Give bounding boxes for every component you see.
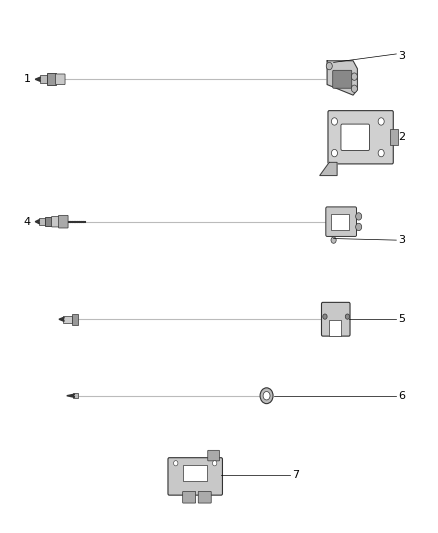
Polygon shape — [59, 317, 64, 321]
Polygon shape — [327, 61, 357, 95]
Circle shape — [351, 85, 357, 92]
Circle shape — [356, 213, 362, 220]
FancyBboxPatch shape — [333, 70, 352, 88]
Polygon shape — [35, 77, 40, 82]
Circle shape — [212, 461, 217, 466]
FancyBboxPatch shape — [341, 124, 370, 150]
Bar — [332, 214, 349, 230]
FancyBboxPatch shape — [183, 491, 196, 503]
Text: 3: 3 — [399, 235, 406, 245]
Polygon shape — [67, 394, 74, 397]
Circle shape — [378, 149, 384, 157]
Circle shape — [263, 392, 270, 400]
Polygon shape — [35, 220, 39, 224]
Circle shape — [332, 118, 338, 125]
Circle shape — [323, 314, 327, 319]
Text: 7: 7 — [293, 470, 300, 480]
Bar — [390, 130, 399, 145]
Text: 4: 4 — [24, 217, 31, 227]
Circle shape — [378, 118, 384, 125]
Text: 3: 3 — [399, 51, 406, 61]
Text: 1: 1 — [24, 74, 31, 84]
Bar — [45, 217, 52, 227]
Circle shape — [351, 73, 357, 80]
Circle shape — [332, 149, 338, 157]
FancyBboxPatch shape — [52, 216, 60, 227]
FancyBboxPatch shape — [168, 458, 223, 495]
Bar — [47, 74, 56, 85]
FancyBboxPatch shape — [326, 207, 357, 237]
Polygon shape — [320, 163, 337, 175]
Bar — [72, 314, 78, 325]
Text: 5: 5 — [399, 314, 406, 324]
Bar — [39, 75, 47, 84]
FancyBboxPatch shape — [56, 74, 65, 85]
Text: 2: 2 — [399, 132, 406, 142]
Text: 6: 6 — [399, 391, 406, 401]
FancyBboxPatch shape — [208, 450, 219, 461]
Circle shape — [356, 223, 362, 231]
FancyBboxPatch shape — [59, 215, 68, 228]
FancyBboxPatch shape — [328, 111, 393, 164]
Bar — [183, 465, 207, 481]
Bar — [329, 320, 341, 336]
Circle shape — [345, 314, 350, 319]
Circle shape — [173, 461, 178, 466]
FancyBboxPatch shape — [321, 302, 350, 336]
Circle shape — [260, 388, 273, 403]
Circle shape — [331, 237, 336, 243]
Bar — [73, 393, 78, 398]
Bar — [64, 316, 72, 323]
Circle shape — [326, 62, 332, 70]
FancyBboxPatch shape — [198, 491, 211, 503]
Bar — [39, 218, 45, 225]
